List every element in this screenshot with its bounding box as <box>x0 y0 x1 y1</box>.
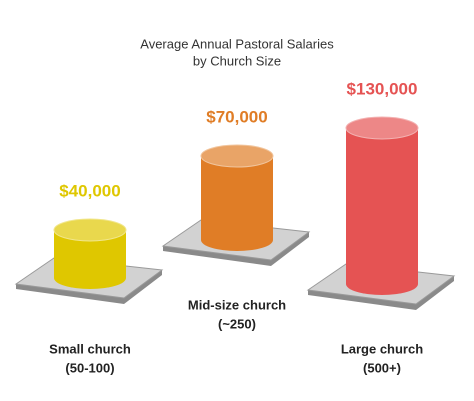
cylinder-top <box>345 116 419 140</box>
cylinder <box>346 128 418 295</box>
category-label: (50-100) <box>65 360 114 375</box>
cylinder-top <box>53 218 127 242</box>
platform-side <box>308 276 454 310</box>
category-label: (500+) <box>363 360 401 375</box>
cylinder-group: $70,000 Mid-size church (~250) <box>161 107 311 331</box>
platform-side <box>16 270 162 304</box>
cylinder-group: $40,000 Small church (50-100) <box>14 181 164 375</box>
chart-title: by Church Size <box>193 53 281 68</box>
platform-side <box>163 232 309 266</box>
cylinder-top <box>200 144 274 168</box>
category-label: Large church <box>341 341 423 356</box>
cylinder <box>201 156 273 251</box>
category-label: Small church <box>49 341 131 356</box>
cylinder <box>54 230 126 289</box>
cylinder-group: $130,000 Large church (500+) <box>306 79 456 375</box>
value-label: $40,000 <box>59 181 120 200</box>
category-label: Mid-size church <box>188 297 286 312</box>
value-label: $70,000 <box>206 107 267 126</box>
value-label: $130,000 <box>347 79 418 98</box>
category-label: (~250) <box>218 316 256 331</box>
chart-title: Average Annual Pastoral Salaries <box>140 36 334 51</box>
